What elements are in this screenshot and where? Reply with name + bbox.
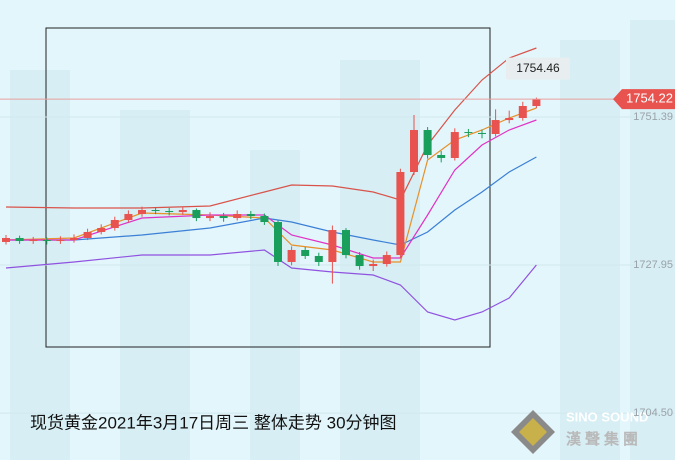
chart-title: 现货黄金2021年3月17日周三 整体走势 30分钟图: [30, 413, 397, 432]
candle-body: [246, 213, 255, 217]
candle-body: [42, 240, 51, 242]
candle-body: [464, 132, 473, 134]
candle-body: [491, 120, 500, 134]
candle-body: [165, 211, 174, 213]
candle-body: [29, 240, 38, 242]
price-tag-label: 1754.22: [626, 91, 673, 106]
candle-body: [233, 213, 242, 219]
price-tag: [613, 89, 675, 110]
candle-body: [2, 237, 10, 242]
indicator-line: [5, 107, 537, 263]
candle-body: [56, 240, 65, 242]
candle-body: [219, 216, 228, 219]
candle-body: [138, 210, 146, 214]
candle-body: [369, 264, 378, 267]
candle-body: [342, 230, 350, 256]
y-tick-label: 1727.95: [633, 259, 673, 271]
candle-body: [423, 130, 432, 156]
frame: [45, 27, 491, 348]
candle-body: [450, 132, 459, 158]
candle-body: [110, 219, 119, 229]
candle-body: [505, 118, 514, 121]
candle-body: [15, 237, 24, 242]
candle-body: [355, 255, 364, 267]
y-tick-label: 1751.39: [633, 111, 673, 123]
candle-body: [124, 213, 133, 220]
candle-body: [410, 130, 418, 173]
candle-body: [518, 106, 527, 119]
candle-body: [206, 216, 214, 219]
indicator-line: [5, 47, 537, 209]
candle-body: [328, 230, 337, 262]
brand-cn: 漢聲集團: [566, 430, 642, 448]
candle-body: [178, 210, 187, 213]
candle-body: [151, 210, 160, 212]
candle-body: [382, 255, 391, 265]
y-tick-label: 1704.50: [633, 407, 673, 419]
candle-body: [301, 249, 310, 256]
high-annotation-box: [506, 57, 570, 80]
indicator-line: [5, 249, 537, 321]
indicator-line: [6, 119, 537, 259]
candle-body: [274, 222, 282, 262]
candle-body: [83, 231, 92, 238]
candle-body: [396, 172, 405, 256]
candle-body: [478, 132, 486, 134]
logo-mark-inner: [519, 418, 547, 446]
candle-body: [532, 99, 541, 107]
indicator-line: [6, 156, 537, 246]
candle-body: [97, 228, 106, 232]
candle-body: [70, 237, 78, 241]
logo: SINO SOUND 漢聲集團: [511, 409, 648, 454]
candle-body: [192, 210, 201, 219]
candle-body: [437, 155, 446, 158]
backdrop-buildings: [10, 20, 675, 460]
candle-body: [287, 249, 296, 262]
candle-body: [314, 255, 323, 262]
candle-body: [260, 216, 269, 223]
plot: 1754.46: [0, 47, 675, 414]
brand-en: SINO SOUND: [566, 409, 648, 424]
high-annotation: 1754.46: [516, 61, 560, 75]
